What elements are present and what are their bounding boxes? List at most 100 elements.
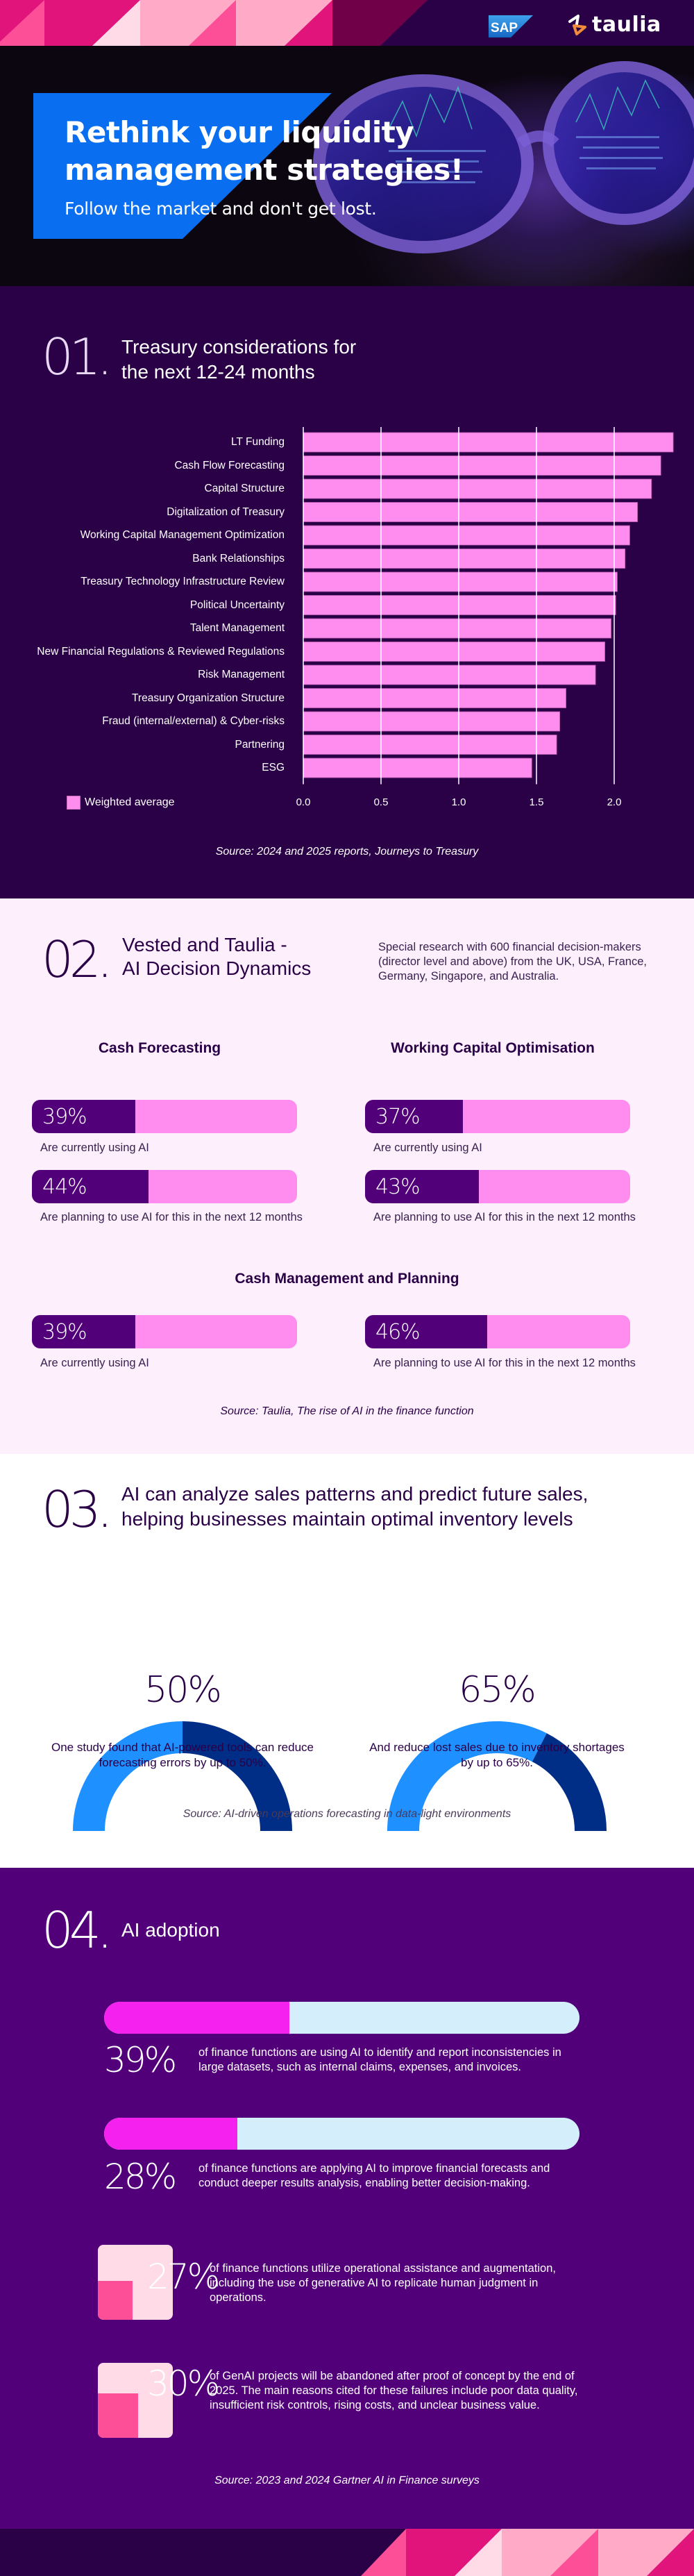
section-treasury-considerations: 01. Treasury considerations for the next…: [0, 286, 694, 898]
progress-value: 39%: [42, 1320, 87, 1344]
progress-fill: [365, 1100, 464, 1133]
bar: [303, 478, 652, 499]
taulia-mark-icon: [568, 14, 586, 35]
hero-title-line1: Rethink your liquidity: [65, 115, 414, 149]
section-number: 03.: [42, 1480, 112, 1539]
section-title-line2: helping businesses maintain optimal inve…: [121, 1508, 573, 1530]
x-tick-label: 1.5: [529, 796, 544, 808]
gauge-remainder: [532, 1733, 607, 1831]
section-description: Special research with 600 financial deci…: [378, 941, 647, 982]
bar: [303, 571, 618, 592]
progress-value: 39%: [42, 1105, 87, 1129]
bar: [303, 758, 532, 778]
group-title-working-capital: Working Capital Optimisation: [391, 1040, 595, 1056]
stat-description: of finance functions are applying AI to …: [198, 2162, 550, 2189]
progress-bar: 43%: [365, 1170, 630, 1203]
square-indicator: [98, 2245, 173, 2320]
adoption-bar: [104, 2002, 579, 2034]
source-note: Source: AI-driven operations forecasting…: [183, 1808, 511, 1820]
group-title-cash-management: Cash Management and Planning: [235, 1271, 459, 1287]
progress-caption: Are currently using AI: [40, 1357, 149, 1369]
square-indicator: [98, 2363, 173, 2438]
section-title-line2: AI Decision Dynamics: [122, 957, 312, 979]
bar: [303, 664, 596, 685]
progress-fill: [32, 1100, 135, 1133]
section-number: 01.: [42, 328, 112, 386]
progress-caption: Are currently using AI: [373, 1141, 482, 1154]
x-tick-label: 0.5: [373, 796, 389, 808]
section-sales-patterns: 03. AI can analyze sales patterns and pr…: [0, 1454, 694, 1868]
section-title-line1: Treasury considerations for: [121, 336, 357, 358]
progress-fill: [32, 1315, 135, 1348]
category-label: Working Capital Management Optimization: [80, 529, 285, 541]
bar: [303, 642, 605, 662]
section-ai-decision-dynamics: 02. Vested and Taulia - AI Decision Dyna…: [0, 898, 694, 1454]
x-tick-label: 0.0: [296, 796, 311, 808]
section-title: Vested and Taulia - AI Decision Dynamics: [122, 933, 311, 980]
bar-chart-plot: [303, 427, 674, 785]
bar: [303, 735, 557, 755]
gauge-caption: One study found that AI-powered tools ca…: [51, 1741, 314, 1769]
footer-pattern: [361, 2529, 694, 2576]
x-tick-label: 2.0: [607, 796, 622, 808]
category-label: Digitalization of Treasury: [167, 505, 285, 518]
chart-legend: Weighted average: [67, 796, 175, 810]
bar: [303, 455, 661, 476]
category-label: Bank Relationships: [192, 552, 285, 564]
hero-title: Rethink your liquidity management strate…: [65, 114, 495, 189]
category-label: New Financial Regulations & Reviewed Reg…: [37, 645, 285, 658]
glasses-image: [313, 61, 694, 253]
progress-caption: Are planning to use AI for this in the n…: [40, 1211, 303, 1223]
category-label: Partnering: [235, 738, 285, 751]
section-title: Treasury considerations for the next 12-…: [121, 335, 356, 385]
stat-percent: 30%: [147, 2364, 220, 2404]
adoption-bar: [104, 2118, 579, 2150]
stat-description: of finance functions are using AI to ide…: [198, 2046, 561, 2073]
taulia-logo: taulia: [566, 12, 661, 37]
progress-caption: Are planning to use AI for this in the n…: [373, 1211, 636, 1223]
category-label: Risk Management: [198, 669, 285, 680]
svg-text:SAP: SAP: [491, 21, 518, 35]
legend-swatch: [67, 796, 81, 810]
stat-percent: 28%: [104, 2157, 177, 2197]
category-label: Treasury Organization Structure: [132, 692, 285, 704]
bar: [303, 502, 638, 522]
source-note: Source: Taulia, The rise of AI in the fi…: [220, 1405, 474, 1417]
adoption-bar-fill: [104, 2118, 237, 2150]
section-number: 04.: [42, 1901, 112, 1959]
legend-label: Weighted average: [85, 796, 175, 808]
progress-bar: 39%: [32, 1100, 297, 1133]
category-label: Talent Management: [189, 622, 285, 634]
group-title-cash-forecasting: Cash Forecasting: [98, 1040, 221, 1056]
sap-logo: SAP: [489, 15, 533, 37]
bar: [303, 549, 626, 569]
stat-percent: 27%: [147, 2257, 220, 2297]
gauges: [73, 1721, 607, 1831]
stat-percent: 39%: [104, 2040, 177, 2080]
progress-value: 37%: [375, 1105, 421, 1129]
section-title: AI adoption: [121, 1919, 220, 1941]
bar: [303, 711, 561, 732]
square-indicator-fill: [98, 2393, 138, 2438]
source-note: Source: 2024 and 2025 reports, Journeys …: [215, 846, 479, 858]
progress-value: 44%: [42, 1175, 87, 1199]
gauge-caption: And reduce lost sales due to inventory s…: [369, 1741, 625, 1769]
category-label: Political Uncertainty: [189, 599, 285, 611]
category-label: ESG: [262, 762, 285, 773]
bar: [303, 432, 674, 453]
adoption-bar-fill: [104, 2002, 290, 2034]
progress-caption: Are planning to use AI for this in the n…: [373, 1357, 636, 1369]
category-label: Fraud (internal/external) & Cyber-risks: [102, 715, 285, 727]
progress-fill: [365, 1315, 487, 1348]
gauge-remainder: [183, 1721, 292, 1831]
progress-bar: 46%: [365, 1315, 630, 1348]
progress-fill: [365, 1170, 480, 1203]
header-band: SAP taulia: [0, 0, 694, 46]
section-title-line2: the next 12-24 months: [121, 361, 315, 383]
section-ai-adoption: 04. AI adoption 39% of finance functions…: [0, 1868, 694, 2529]
gauge-value: 50%: [144, 1669, 222, 1711]
category-label: Treasury Technology Infrastructure Revie…: [81, 576, 285, 587]
hero-subtitle: Follow the market and don't get lost.: [65, 199, 377, 219]
stat-description: of GenAI projects will be abandoned afte…: [210, 2370, 578, 2411]
